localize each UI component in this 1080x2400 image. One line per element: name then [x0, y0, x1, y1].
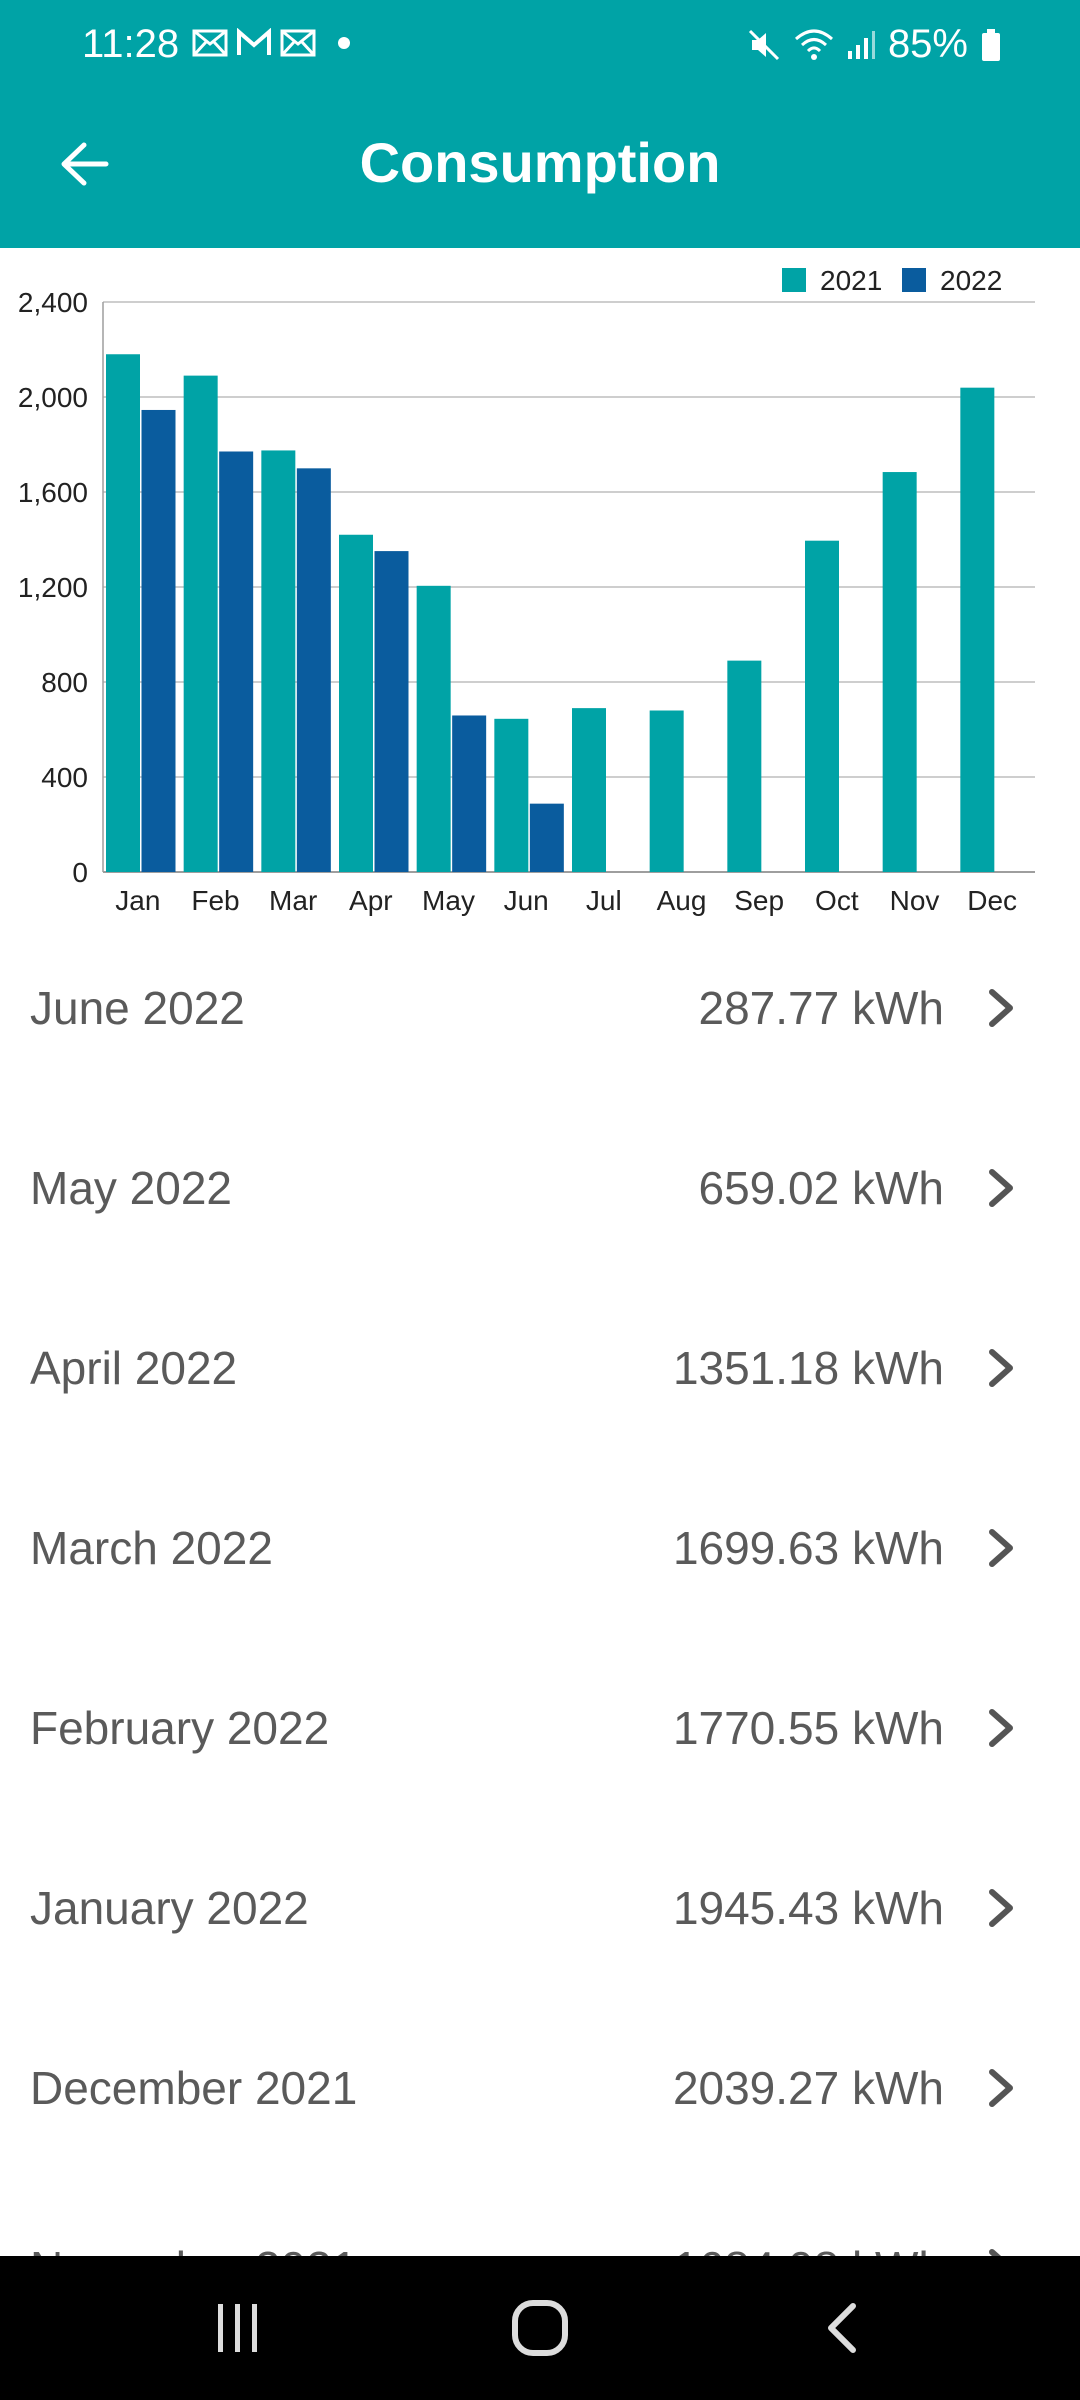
y-tick-label: 400 — [41, 762, 88, 793]
notification-icons — [192, 28, 354, 58]
chevron-right-icon — [989, 1529, 1013, 1567]
month-label: February 2022 — [30, 1702, 330, 1754]
x-tick-label: Feb — [191, 885, 239, 916]
dot-icon — [338, 37, 350, 49]
back-button[interactable] — [52, 132, 116, 196]
month-label: April 2022 — [30, 1342, 238, 1394]
consumption-value: 1945.43 kWh — [672, 1882, 944, 1934]
y-tick-label: 2,400 — [18, 287, 88, 318]
signal-icon — [847, 30, 875, 59]
home-icon — [512, 2300, 568, 2356]
chevron-right-icon — [989, 989, 1013, 1027]
battery-icon — [982, 28, 1000, 61]
status-time: 11:28 — [82, 22, 180, 66]
consumption-value: 1351.18 kWh — [672, 1342, 944, 1394]
legend-label-2022: 2022 — [940, 265, 1002, 296]
system-nav-bar — [0, 2256, 1080, 2400]
y-tick-label: 1,600 — [18, 477, 88, 508]
y-tick-label: 2,000 — [18, 382, 88, 413]
x-tick-label: Jul — [586, 885, 622, 916]
bar-2021-dec — [960, 387, 995, 872]
consumption-value: 659.02 kWh — [698, 1162, 944, 1214]
list-item[interactable]: April 2022 1351.18 kWh — [0, 1278, 1080, 1458]
chevron-right-icon — [989, 1709, 1013, 1747]
legend-label-2021: 2021 — [820, 265, 882, 296]
chevron-right-icon — [989, 1889, 1013, 1927]
consumption-value: 1699.63 kWh — [672, 1522, 944, 1574]
back-icon — [828, 2303, 856, 2353]
list-item[interactable]: June 2022 287.77 kWh — [0, 918, 1080, 1098]
bar-2021-jul — [572, 708, 606, 872]
bar-2021-jun — [494, 718, 529, 872]
bar-2022-apr — [374, 551, 409, 872]
list-item[interactable]: March 2022 1699.63 kWh — [0, 1458, 1080, 1638]
app-bar: 11:28 85% Consumption — [0, 0, 1080, 248]
email-icon — [280, 29, 316, 57]
month-label: January 2022 — [30, 1882, 309, 1934]
chevron-right-icon — [989, 2069, 1013, 2107]
y-tick-label: 800 — [41, 667, 88, 698]
consumption-value: 2039.27 kWh — [672, 2062, 944, 2114]
month-label: May 2022 — [30, 1162, 233, 1214]
bar-2021-feb — [183, 375, 218, 872]
bar-2022-mar — [296, 468, 331, 872]
battery-percent: 85% — [887, 22, 968, 66]
legend-swatch-2022 — [902, 268, 926, 292]
x-tick-label: Dec — [967, 885, 1017, 916]
wifi-icon — [794, 29, 833, 60]
recent-apps-button[interactable] — [158, 2256, 318, 2400]
month-label: December 2021 — [30, 2062, 358, 2114]
x-tick-label: Nov — [890, 885, 940, 916]
bar-2021-mar — [261, 450, 296, 872]
x-tick-label: Oct — [815, 885, 859, 916]
bar-2021-jan — [106, 354, 140, 872]
recent-apps-icon — [218, 2304, 257, 2352]
bar-2021-may — [416, 585, 451, 872]
page-title: Consumption — [359, 131, 721, 194]
bar-chart: 0 400 800 1,200 1,600 2,000 2,400 Jan Feb Mar Apr M… — [18, 265, 1035, 916]
home-button[interactable] — [460, 2256, 620, 2400]
chevron-right-icon — [989, 1169, 1013, 1207]
consumption-chart: 0 400 800 1,200 1,600 2,000 2,400 Jan Feb Mar Apr M… — [0, 248, 1080, 928]
month-label: June 2022 — [30, 982, 245, 1034]
system-icons: 85% — [746, 22, 1002, 67]
gmail-icon — [237, 28, 271, 55]
x-tick-label: Aug — [657, 885, 707, 916]
list-item[interactable]: December 2021 2039.27 kWh — [0, 1998, 1080, 2178]
mute-icon — [748, 29, 779, 60]
bar-2021-sep — [727, 660, 762, 872]
chevron-right-icon — [989, 1349, 1013, 1387]
bar-2022-may — [452, 715, 487, 872]
x-tick-label: Jun — [504, 885, 549, 916]
bar-2022-jan — [141, 409, 176, 872]
bar-2021-aug — [649, 710, 684, 872]
list-item[interactable]: May 2022 659.02 kWh — [0, 1098, 1080, 1278]
email-icon — [192, 29, 228, 57]
month-label: March 2022 — [30, 1522, 273, 1574]
x-tick-label: May — [422, 885, 475, 916]
x-tick-label: Jan — [115, 885, 160, 916]
consumption-value: 1770.55 kWh — [672, 1702, 944, 1754]
consumption-value: 287.77 kWh — [698, 982, 944, 1034]
nav-back-button[interactable] — [762, 2256, 922, 2400]
list-item[interactable]: January 2022 1945.43 kWh — [0, 1818, 1080, 1998]
list-item[interactable]: February 2022 1770.55 kWh — [0, 1638, 1080, 1818]
y-tick-label: 0 — [72, 857, 88, 888]
x-tick-label: Mar — [269, 885, 317, 916]
x-tick-label: Apr — [349, 885, 393, 916]
x-tick-label: Sep — [734, 885, 784, 916]
arrow-left-icon — [61, 142, 109, 186]
legend-swatch-2021 — [782, 268, 806, 292]
y-tick-label: 1,200 — [18, 572, 88, 603]
bar-2022-jun — [529, 803, 564, 872]
bar-2022-feb — [219, 451, 254, 872]
bar-2021-apr — [339, 534, 373, 872]
bar-2021-oct — [805, 540, 839, 872]
bar-2021-nov — [882, 472, 917, 872]
